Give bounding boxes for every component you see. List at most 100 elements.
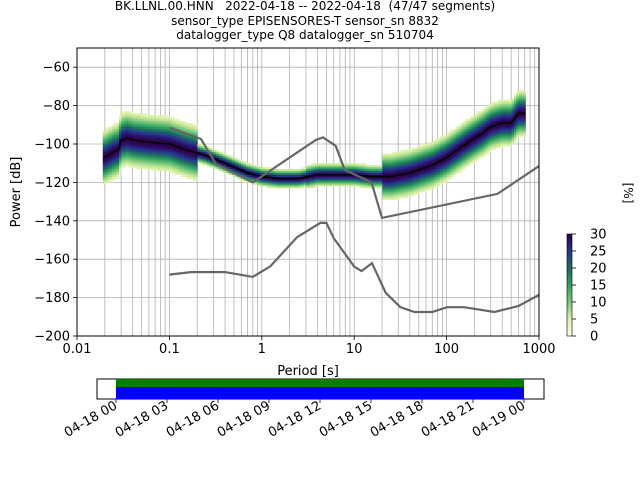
heatmap-cell — [188, 138, 191, 141]
heatmap-cell — [102, 132, 106, 135]
heatmap-cell — [319, 167, 323, 170]
heatmap-cell — [174, 119, 177, 122]
heatmap-cell — [109, 132, 113, 135]
heatmap-cell — [308, 172, 311, 176]
heatmap-cell — [421, 170, 425, 174]
heatmap-cell — [294, 180, 298, 183]
heatmap-cell — [412, 147, 415, 151]
heatmap-cell — [389, 163, 392, 166]
heatmap-cell — [507, 128, 510, 131]
heatmap-cell — [153, 155, 157, 158]
heatmap-cell — [384, 165, 388, 168]
heatmap-cell — [393, 168, 397, 172]
heatmap-cell — [486, 120, 489, 124]
heatmap-cell — [188, 145, 191, 149]
heatmap-cell — [142, 117, 145, 120]
heatmap-cell — [398, 167, 402, 170]
heatmap-cell — [460, 134, 464, 137]
heatmap-cell — [486, 107, 489, 110]
heatmap-cell — [481, 124, 485, 128]
heatmap-cell — [361, 180, 365, 183]
heatmap-cell — [451, 138, 455, 141]
heatmap-cell — [490, 119, 494, 122]
heatmap-cell — [114, 136, 117, 139]
heatmap-cell — [308, 186, 311, 189]
heatmap-cell — [502, 120, 505, 124]
heatmap-cell — [433, 140, 436, 143]
heatmap-cell — [107, 174, 110, 177]
heatmap-cell — [467, 120, 471, 124]
heatmap-cell — [500, 132, 503, 135]
heatmap-cell — [144, 155, 147, 158]
heatmap-cell — [128, 144, 131, 147]
heatmap-cell — [460, 130, 464, 133]
heatmap-cell — [299, 184, 302, 187]
heatmap-cell — [442, 180, 445, 183]
heatmap-cell — [435, 168, 439, 172]
heatmap-cell — [440, 144, 443, 147]
heatmap-cell — [465, 120, 469, 124]
heatmap-cell — [488, 115, 492, 118]
heatmap-cell — [416, 190, 420, 193]
heatmap-cell — [153, 115, 157, 118]
heatmap-cell — [370, 176, 374, 179]
heatmap-cell — [440, 163, 443, 166]
heatmap-cell — [125, 128, 129, 131]
heatmap-cell — [393, 155, 397, 158]
heatmap-cell — [421, 168, 425, 172]
heatmap-cell — [114, 145, 117, 149]
heatmap-cell — [460, 163, 464, 166]
heatmap-cell — [347, 182, 351, 185]
heatmap-cell — [479, 136, 482, 139]
heatmap-cell — [266, 184, 270, 187]
heatmap-cell — [442, 136, 445, 139]
heatmap-cell — [308, 184, 311, 187]
heatmap-cell — [183, 161, 187, 164]
heatmap-cell — [294, 186, 298, 189]
heatmap-cell — [236, 165, 240, 168]
heatmap-cell — [188, 144, 191, 147]
x-axis: 0.01 0.1 1 10 100 1000 — [63, 336, 556, 357]
heatmap-cell — [458, 140, 462, 143]
heatmap-cell — [476, 115, 480, 118]
heatmap-cell — [188, 172, 191, 176]
heatmap-cell — [523, 99, 526, 103]
heatmap-cell — [472, 145, 475, 149]
heatmap-cell — [102, 167, 106, 170]
heatmap-cell — [239, 172, 242, 176]
heatmap-cell — [158, 120, 161, 124]
heatmap-cell — [116, 157, 120, 160]
heatmap-cell — [192, 145, 196, 149]
heatmap-cell — [241, 172, 244, 176]
heatmap-cell — [142, 120, 145, 124]
heatmap-cell — [142, 126, 145, 129]
heatmap-cell — [190, 176, 194, 179]
heatmap-cell — [116, 174, 120, 177]
heatmap-cell — [474, 142, 478, 145]
heatmap-cell — [139, 136, 143, 139]
heatmap-cell — [403, 167, 406, 170]
heatmap-cell — [329, 167, 332, 170]
heatmap-cell — [262, 180, 265, 183]
heatmap-cell — [391, 167, 395, 170]
heatmap-cell — [165, 126, 168, 129]
heatmap-cell — [130, 153, 134, 156]
heatmap-cell — [444, 144, 448, 147]
heatmap-cell — [183, 128, 187, 131]
heatmap-cell — [396, 168, 399, 172]
heatmap-cell — [356, 176, 360, 179]
heatmap-cell — [174, 134, 177, 137]
heatmap-cell — [183, 174, 187, 177]
heatmap-cell — [504, 134, 508, 137]
heatmap-cell — [444, 151, 448, 154]
heatmap-cell — [433, 184, 436, 187]
y-tick-label: −80 — [43, 99, 70, 114]
heatmap-cell — [414, 157, 418, 160]
heatmap-cell — [451, 170, 455, 174]
heatmap-cell — [393, 178, 397, 181]
heatmap-cell — [259, 172, 263, 176]
heatmap-cell — [296, 174, 300, 177]
heatmap-cell — [144, 124, 147, 128]
heatmap-cell — [315, 172, 318, 176]
heatmap-cell — [497, 119, 501, 122]
